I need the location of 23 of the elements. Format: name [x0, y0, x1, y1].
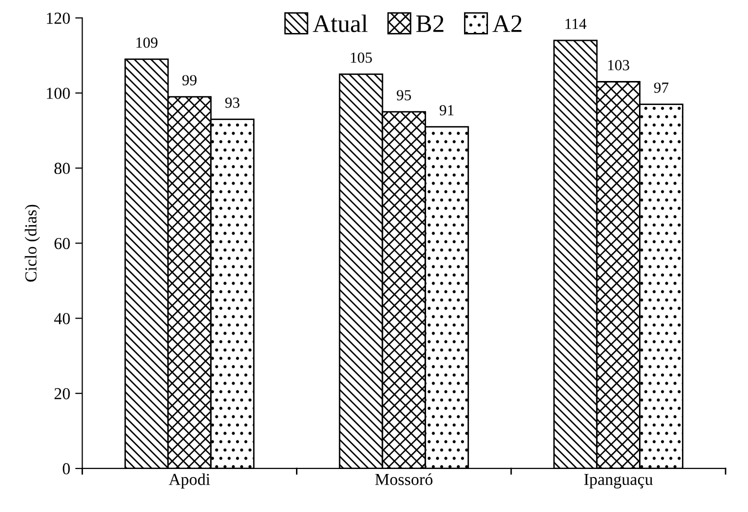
data-label: 97 — [654, 82, 668, 93]
data-label: 91 — [440, 105, 454, 116]
legend-label: A2 — [492, 15, 522, 32]
data-label: 93 — [225, 98, 240, 108]
y-tick-label: 100 — [46, 88, 70, 99]
data-label: 95 — [396, 90, 411, 100]
x-tick-label: Mossoró — [375, 473, 432, 486]
y-tick-label: 0 — [62, 463, 70, 474]
x-tick-label: Ipanguaçu — [584, 474, 653, 488]
y-tick-label: 120 — [46, 12, 70, 24]
data-label: 114 — [566, 18, 586, 29]
legend-label: Atual — [312, 14, 368, 32]
y-tick-label: 40 — [54, 312, 70, 324]
data-label: 109 — [136, 37, 158, 48]
y-tick-label: 80 — [54, 162, 70, 174]
y-axis-title: Ciclo (dias) — [24, 204, 40, 282]
y-tick-label: 20 — [54, 388, 70, 400]
legend-label: B2 — [416, 15, 444, 32]
x-tick-label: Apodi — [168, 473, 210, 488]
data-label: 105 — [350, 52, 372, 63]
data-label: 103 — [608, 60, 630, 70]
data-label: 99 — [182, 75, 197, 86]
y-tick-label: 60 — [54, 238, 70, 250]
